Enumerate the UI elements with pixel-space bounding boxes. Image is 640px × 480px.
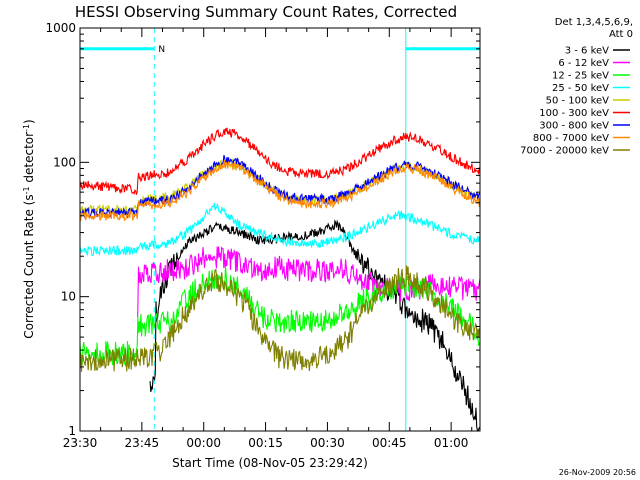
series-line [79,127,480,195]
series-line [79,266,480,367]
x-tick-label: 00:45 [372,436,407,450]
y-axis-label: Corrected Count Rate (s-1 detector-1) [22,119,37,338]
plot-frame [79,27,481,432]
x-tick-label: 00:00 [186,436,221,450]
series-line [79,265,480,372]
chart-title: HESSI Observing Summary Count Rates, Cor… [75,3,457,21]
y-tick-label: 100 [53,155,76,169]
legend-label: 50 - 100 keV [546,96,610,107]
series-line [79,202,480,257]
x-tick-label: 01:00 [434,436,469,450]
legend-label: 6 - 12 keV [558,58,609,69]
legend-label: 800 - 7000 keV [533,133,609,144]
series-line [79,154,480,219]
series-line [149,219,481,432]
legend-label: 12 - 25 keV [552,71,609,82]
y-axis-label-part: Corrected Count Rate (s [22,194,36,338]
x-tick-label: 23:30 [63,436,98,450]
x-axis-label: Start Time (08-Nov-05 23:29:42) [172,456,368,470]
legend-label: 100 - 300 keV [539,108,609,119]
legend-header: Att 0 [609,29,633,40]
footer-timestamp: 26-Nov-2009 20:56 [559,468,636,477]
y-tick-label: 1 [68,424,76,438]
y-tick-label: 1000 [45,21,76,35]
legend-label: 7000 - 20000 keV [520,146,609,157]
legend-label: 25 - 50 keV [552,83,609,94]
x-axis-ticks: 23:30 23:45 00:00 00:15 00:30 00:45 01:00 [63,28,473,450]
y-tick-label: 10 [61,290,76,304]
legend-label: 3 - 6 keV [565,46,609,57]
y-axis-ticks: 1000 100 10 1 [45,21,480,438]
y-axis-label-part: detector [22,132,36,187]
night-markers: N [79,28,481,431]
night-label: N [158,45,165,55]
x-tick-label: 23:45 [125,436,160,450]
y-axis-label-sup: -1 [22,186,31,194]
legend-header: Det 1,3,4,5,6,9, [555,17,633,28]
legend-label: 300 - 800 keV [539,121,609,132]
y-axis-label-sup: -1 [22,124,31,132]
y-axis-label-part: ) [22,119,36,124]
x-tick-label: 00:30 [310,436,345,450]
series-layer [79,127,481,432]
series-line [79,159,480,222]
x-tick-label: 00:15 [248,436,283,450]
